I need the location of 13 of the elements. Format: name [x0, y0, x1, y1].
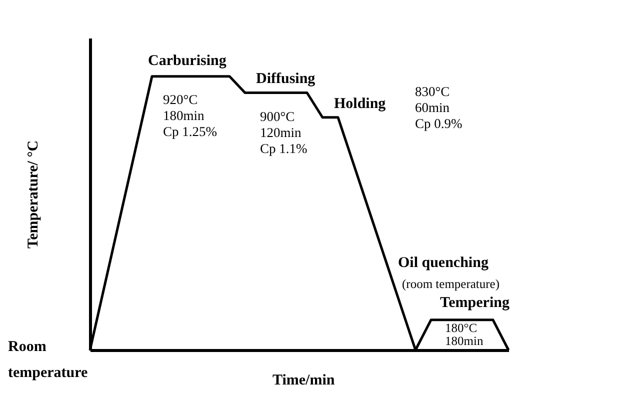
- y-axis-title: Temperature/ °C: [26, 140, 42, 249]
- annotation: Oil quenching: [398, 255, 489, 271]
- annotation: 900°C 120min Cp 1.1%: [260, 109, 308, 156]
- annotation: Holding: [334, 96, 386, 112]
- annotation: (room temperature): [402, 277, 500, 291]
- annotation: Diffusing: [256, 71, 316, 87]
- annotation: Tempering: [440, 295, 510, 311]
- annotation: 920°C 180min Cp 1.25%: [163, 92, 217, 139]
- text: Room temperature: [8, 339, 88, 381]
- annotation: 180°C 180min: [445, 321, 484, 348]
- annotation: 830°C 60min Cp 0.9%: [415, 84, 462, 131]
- x-axis-title: Time/min: [272, 372, 336, 388]
- text: Carburising: [148, 53, 227, 69]
